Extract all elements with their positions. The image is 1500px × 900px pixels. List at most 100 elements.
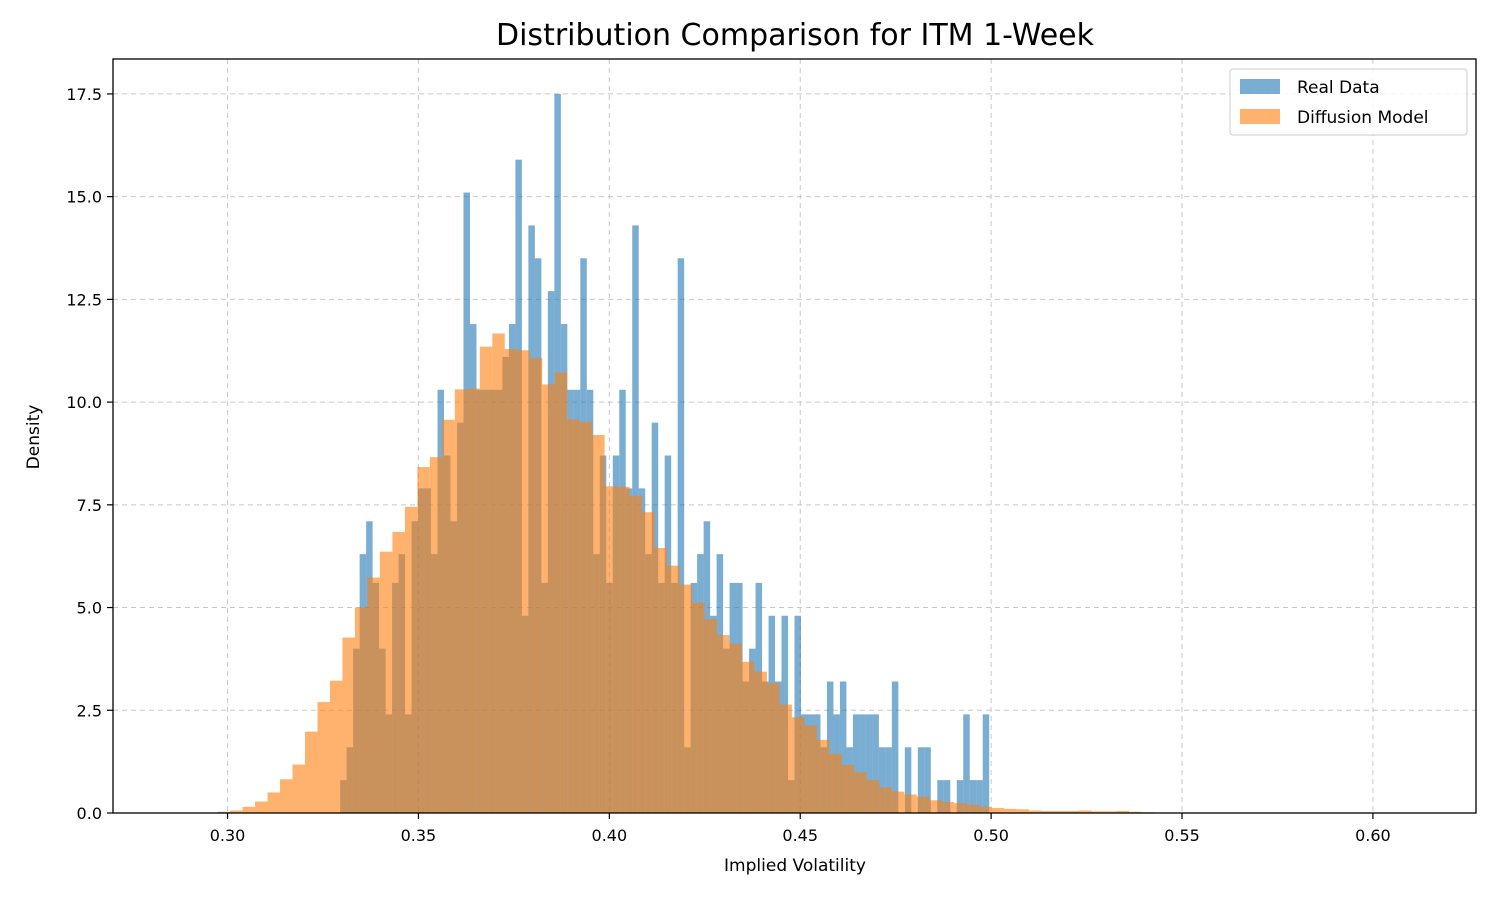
diffusion-model-bar xyxy=(342,637,355,813)
legend-label-diffusion-model: Diffusion Model xyxy=(1297,108,1429,128)
y-tick-label: 2.5 xyxy=(77,701,102,720)
diffusion-model-bar xyxy=(242,806,256,813)
diffusion-model-bar xyxy=(379,551,393,813)
diffusion-model-bar xyxy=(442,419,455,813)
real-data-bar xyxy=(976,780,983,813)
diffusion-model-bar xyxy=(966,804,980,813)
diffusion-model-bar xyxy=(542,384,555,813)
plot-frame xyxy=(112,58,1477,814)
x-tick-label: 0.50 xyxy=(973,826,1009,845)
x-tick-label: 0.45 xyxy=(782,826,818,845)
diffusion-model-bar xyxy=(1029,810,1042,813)
real-data-bar xyxy=(904,747,912,813)
y-tick-label: 15.0 xyxy=(66,188,102,207)
diffusion-model-bar xyxy=(816,739,830,813)
diffusion-model-bar xyxy=(529,358,543,813)
x-tick-label: 0.60 xyxy=(1355,826,1391,845)
diffusion-model-bar xyxy=(704,619,717,813)
real-data-bar xyxy=(969,780,977,813)
diffusion-model-bar xyxy=(292,764,306,813)
real-data-bar xyxy=(839,681,847,813)
y-tick-label: 5.0 xyxy=(77,599,102,618)
diffusion-model-bar xyxy=(841,764,855,813)
diffusion-model-bar xyxy=(991,808,1005,813)
diffusion-model-bar xyxy=(629,495,643,813)
legend-box xyxy=(1229,68,1468,136)
diffusion-model-bar xyxy=(604,486,618,813)
diffusion-model-bar xyxy=(354,607,368,813)
diffusion-model-bar xyxy=(891,791,905,813)
y-axis-label: Density xyxy=(24,405,44,470)
plot-area xyxy=(112,58,1477,814)
y-axis: 0.0 2.5 5.0 7.5 10.0 12.5 15.0 17.5 xyxy=(66,85,113,823)
diffusion-model-bar xyxy=(667,565,680,813)
diffusion-model-bar xyxy=(1116,810,1129,813)
diffusion-model-bar xyxy=(766,683,780,813)
x-axis: 0.30 0.35 0.40 0.45 0.50 0.55 0.60 xyxy=(210,813,1391,845)
diffusion-model-bar xyxy=(392,531,405,813)
legend-swatch-real-data xyxy=(1240,79,1280,94)
y-tick-label: 17.5 xyxy=(66,85,102,104)
diffusion-model-bar xyxy=(567,419,580,813)
diffusion-model-bar xyxy=(1066,810,1080,813)
diffusion-model-bar xyxy=(504,349,518,813)
real-data-bar xyxy=(677,258,685,813)
diffusion-model-bar xyxy=(230,810,243,813)
diffusion-model-bar xyxy=(642,512,655,813)
legend-label-real-data: Real Data xyxy=(1297,78,1380,98)
diffusion-model-bar xyxy=(929,800,942,813)
diffusion-model-bar xyxy=(467,388,480,813)
diffusion-model-bar xyxy=(1004,808,1017,813)
x-axis-label: Implied Volatility xyxy=(724,856,866,876)
y-tick-label: 7.5 xyxy=(77,496,102,515)
diffusion-model-bar xyxy=(579,421,593,813)
y-tick-label: 10.0 xyxy=(66,393,102,412)
diffusion-model-bar xyxy=(1079,810,1092,813)
diffusion-model-bar xyxy=(729,643,742,813)
diffusion-model-bar xyxy=(829,753,842,813)
diffusion-model-bar xyxy=(417,467,430,813)
diffusion-model-bar xyxy=(941,801,955,813)
diffusion-model-bar xyxy=(692,602,705,813)
real-data-bar xyxy=(937,780,944,813)
diffusion-model-bar xyxy=(554,372,568,813)
diffusion-model-bar xyxy=(804,725,817,813)
diffusion-model-bar xyxy=(779,704,792,813)
diffusion-model-bar xyxy=(305,731,318,813)
legend-swatch-diffusion-model xyxy=(1240,109,1280,124)
real-data-bar xyxy=(859,714,866,813)
real-data-bar xyxy=(956,780,964,813)
diffusion-model-bar xyxy=(1091,811,1105,813)
diffusion-model-bar xyxy=(329,680,343,813)
diffusion-model-bar xyxy=(854,772,867,813)
real-data-bar xyxy=(826,681,834,813)
diffusion-model-bar xyxy=(255,801,268,813)
real-data-bar xyxy=(865,714,873,813)
real-data-bar xyxy=(885,747,892,813)
diffusion-model-bar xyxy=(1041,810,1055,813)
real-data-bar xyxy=(852,714,860,813)
real-data-bar xyxy=(872,714,879,813)
real-data-bar xyxy=(794,615,801,813)
diffusion-model-bar xyxy=(879,787,892,813)
diffusion-model-bar xyxy=(791,717,805,813)
diffusion-model-bar xyxy=(679,584,693,813)
x-tick-label: 0.35 xyxy=(401,826,437,845)
diffusion-model-bar xyxy=(367,577,380,813)
y-tick-label: 0.0 xyxy=(77,804,102,823)
diffusion-model-bar xyxy=(267,792,281,813)
real-data-bar xyxy=(943,780,951,813)
diffusion-model-bar xyxy=(716,635,730,813)
diffusion-model-bar xyxy=(492,333,505,813)
diffusion-model-bar xyxy=(904,794,917,813)
diffusion-model-bar xyxy=(404,506,418,813)
legend: Real Data Diffusion Model xyxy=(1229,68,1468,136)
x-tick-label: 0.55 xyxy=(1164,826,1200,845)
real-data-bar xyxy=(878,747,886,813)
real-data-bar xyxy=(924,747,931,813)
diffusion-model-bar xyxy=(866,780,880,813)
diffusion-model-bar xyxy=(592,434,605,813)
y-tick-label: 12.5 xyxy=(66,290,102,309)
diffusion-model-bar xyxy=(654,547,668,813)
